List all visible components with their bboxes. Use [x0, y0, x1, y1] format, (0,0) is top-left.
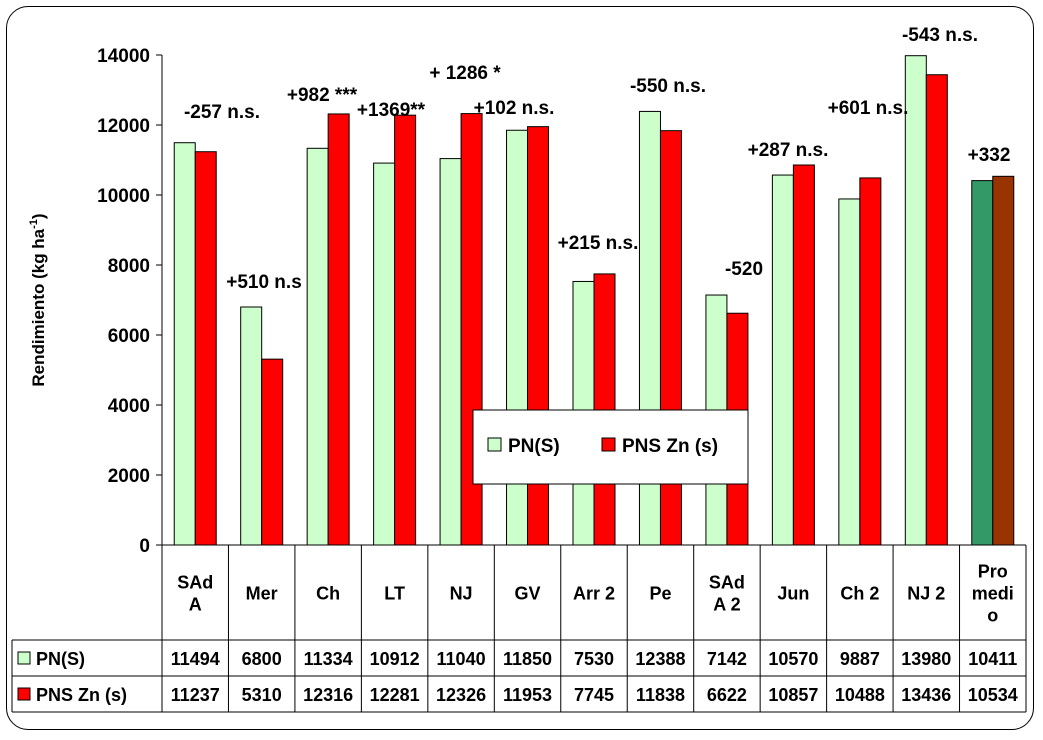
bar-pns-zn-s: [593, 273, 616, 546]
bar-pn-s: [971, 180, 994, 546]
y-tick-label: 2000: [108, 466, 150, 487]
table-value-cell: 12281: [370, 685, 420, 705]
table-value-cell: 10534: [968, 685, 1018, 705]
legend-label-pns-zn-s: PNS Zn (s): [622, 436, 718, 457]
y-tick-label: 14000: [97, 46, 150, 67]
difference-annotation: +982 ***: [287, 85, 358, 106]
bar-pns-zn-s: [394, 114, 417, 546]
legend: PN(S) PNS Zn (s): [472, 409, 749, 485]
y-axis-label: Rendimiento (kg ha-1): [28, 213, 48, 386]
legend-swatch-pn-s: [487, 437, 502, 452]
table-value-cell: 11850: [503, 649, 552, 669]
table-value-cell: 13980: [901, 649, 951, 669]
x-category-label: NJ 2: [907, 584, 945, 604]
difference-annotation: +102 n.s.: [474, 98, 555, 119]
legend-swatch-pns-zn-s: [601, 437, 616, 452]
x-category-label: A: [189, 595, 202, 615]
bar-pn-s: [373, 162, 396, 546]
x-category-label: GV: [515, 584, 541, 604]
table-value-cell: 13436: [901, 685, 951, 705]
bar-pn-s: [439, 158, 462, 546]
x-category-label: Ch 2: [840, 584, 879, 604]
difference-annotation: -257 n.s.: [184, 102, 260, 123]
table-value-cell: 6800: [242, 649, 282, 669]
x-category-label: SAd: [177, 573, 213, 593]
table-value-cell: 7142: [707, 649, 747, 669]
x-category-label: NJ: [450, 584, 473, 604]
table-value-cell: 7530: [574, 649, 614, 669]
x-category-label: medi: [972, 584, 1014, 604]
x-category-label: Mer: [246, 584, 278, 604]
table-value-cell: 12388: [635, 649, 685, 669]
table-value-cell: 5310: [242, 685, 282, 705]
table-value-cell: 10857: [768, 685, 818, 705]
difference-annotation: +601 n.s.: [828, 98, 909, 119]
x-category-label: SAd: [709, 573, 745, 593]
table-value-cell: 11237: [171, 685, 220, 705]
table-value-cell: 12326: [436, 685, 486, 705]
table-legend-key: [17, 651, 31, 665]
table-value-cell: 10570: [768, 649, 818, 669]
difference-annotation: +332: [968, 145, 1011, 166]
table-row-label: PNS Zn (s): [36, 685, 127, 705]
table-legend-key: [17, 687, 31, 701]
bar-pns-zn-s: [925, 74, 948, 546]
bar-pn-s: [173, 142, 196, 546]
difference-annotation: +510 n.s: [226, 272, 302, 293]
bar-pn-s: [771, 174, 794, 546]
table-value-cell: 7745: [574, 685, 614, 705]
table-value-cell: 11040: [437, 649, 486, 669]
x-category-label: A 2: [713, 595, 740, 615]
table-value-cell: 10912: [370, 649, 420, 669]
table-value-cell: 11838: [636, 685, 685, 705]
difference-annotation: +287 n.s.: [748, 140, 829, 161]
difference-annotation: -520: [725, 259, 763, 280]
x-category-label: Arr 2: [573, 584, 615, 604]
table-value-cell: 9887: [840, 649, 880, 669]
legend-label-pn-s: PN(S): [508, 436, 560, 457]
y-tick-label: 4000: [108, 396, 150, 417]
table-value-cell: 10488: [835, 685, 885, 705]
y-tick-label: 6000: [108, 326, 150, 347]
y-tick-label: 8000: [108, 256, 150, 277]
y-tick-label: 0: [139, 536, 150, 557]
table-value-cell: 11494: [171, 649, 220, 669]
difference-annotation: -550 n.s.: [630, 76, 706, 97]
bar-pn-s: [240, 306, 263, 546]
x-category-label: o: [987, 606, 998, 626]
x-category-label: Pro: [978, 562, 1008, 582]
x-category-label: Ch: [316, 584, 340, 604]
bar-pns-zn-s: [792, 164, 815, 546]
table-value-cell: 11334: [304, 649, 353, 669]
table-row-label: PN(S): [36, 649, 85, 669]
difference-annotation: -543 n.s.: [902, 25, 978, 46]
x-category-label: LT: [384, 584, 405, 604]
bar-pns-zn-s: [261, 358, 284, 546]
table-value-cell: 10411: [968, 649, 1017, 669]
x-category-label: Pe: [649, 584, 671, 604]
x-category-label: Jun: [777, 584, 809, 604]
bar-pns-zn-s: [992, 175, 1015, 546]
difference-annotation: +215 n.s.: [558, 233, 639, 254]
difference-annotation: +1369**: [357, 100, 426, 121]
bar-pn-s: [904, 55, 927, 546]
table-value-cell: 12316: [303, 685, 353, 705]
bar-pns-zn-s: [859, 177, 882, 546]
table-value-cell: 6622: [707, 685, 747, 705]
bar-pn-s: [306, 147, 329, 546]
legend-box: [472, 409, 749, 485]
y-tick-label: 10000: [97, 186, 150, 207]
bar-pns-zn-s: [327, 113, 350, 546]
bar-pns-zn-s: [194, 151, 217, 546]
table-value-cell: 11953: [503, 685, 552, 705]
bar-pn-s: [838, 198, 861, 546]
y-tick-label: 12000: [97, 116, 150, 137]
difference-annotation: + 1286 *: [429, 63, 501, 84]
